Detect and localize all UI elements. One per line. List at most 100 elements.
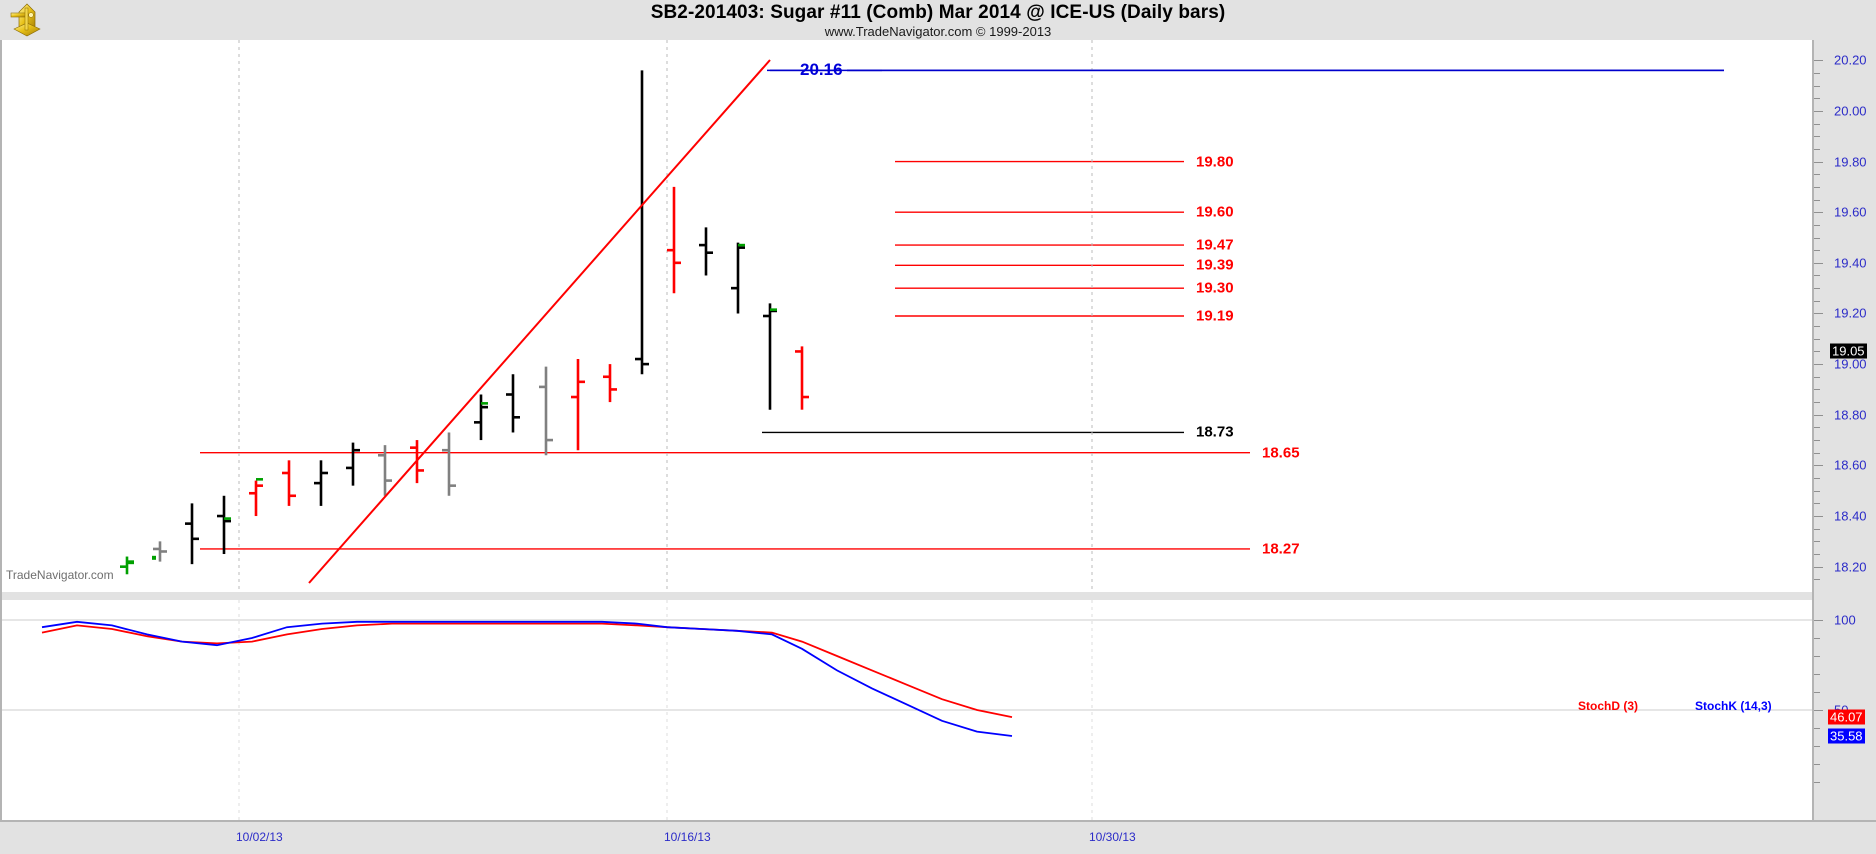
price-axis-minor-tick: [1814, 452, 1820, 454]
price-axis-minor-tick: [1814, 326, 1820, 328]
level-19-80-label: 19.80: [1196, 153, 1234, 171]
ohlc-bar[interactable]: [378, 445, 392, 496]
ohlc-bar[interactable]: [153, 541, 167, 562]
price-axis-minor-tick: [1814, 427, 1820, 429]
price-axis-minor-tick: [1814, 528, 1820, 530]
ohlc-bar[interactable]: [667, 186, 681, 294]
ohlc-bar[interactable]: [506, 374, 520, 433]
indicator-canvas: [2, 600, 1814, 820]
price-axis-label: 19.80: [1834, 154, 1867, 170]
price-axis-minor-tick: [1814, 72, 1820, 74]
price-axis-tick: [1814, 414, 1823, 416]
ohlc-bar[interactable]: [442, 432, 456, 496]
stoch-k-legend: StochK (14,3): [1695, 699, 1772, 713]
ohlc-bar[interactable]: [120, 556, 134, 575]
green-marker-icon: [152, 555, 156, 560]
price-axis-minor-tick: [1814, 554, 1820, 556]
current-price-readout: 19.05: [1830, 343, 1867, 359]
level-18-65-label: 18.65: [1262, 444, 1300, 462]
level-18-73-label: 18.73: [1196, 423, 1234, 441]
level-20-16-label: 20.16: [800, 60, 843, 80]
price-axis-minor-tick: [1814, 541, 1820, 543]
price-axis-tick: [1814, 313, 1823, 315]
price-axis-minor-tick: [1814, 237, 1820, 239]
indicator-axis-minor-tick: [1814, 674, 1820, 675]
date-axis-label: 10/16/13: [664, 830, 711, 844]
ohlc-bar[interactable]: [217, 495, 231, 555]
level-18-27-label: 18.27: [1262, 540, 1300, 558]
ohlc-bar[interactable]: [185, 503, 199, 565]
stochastic-indicator-pane[interactable]: [0, 600, 1814, 820]
price-axis-tick: [1814, 566, 1823, 568]
stoch-d-line: [41, 622, 1013, 718]
ohlc-bar[interactable]: [346, 442, 360, 486]
price-axis-label: 18.80: [1834, 407, 1867, 423]
price-axis-minor-tick: [1814, 579, 1820, 581]
price-axis-minor-tick: [1814, 174, 1820, 176]
axis-separator: [1812, 592, 1876, 600]
price-axis-minor-tick: [1814, 376, 1820, 378]
price-axis-tick: [1814, 161, 1823, 163]
ohlc-bar[interactable]: [763, 303, 777, 410]
stoch-d-readout: 46.07: [1828, 709, 1865, 725]
sextant-logo-icon: [8, 2, 46, 38]
price-axis-minor-tick: [1814, 199, 1820, 201]
price-chart-canvas: [120, 40, 1724, 592]
price-axis-minor-tick: [1814, 389, 1820, 391]
price-axis-label: 19.00: [1834, 356, 1867, 372]
level-19-39-label: 19.39: [1196, 256, 1234, 274]
date-axis-label: 10/02/13: [236, 830, 283, 844]
price-axis-label: 20.00: [1834, 103, 1867, 119]
ohlc-bar[interactable]: [314, 460, 328, 506]
ohlc-bar[interactable]: [539, 366, 553, 456]
ohlc-bar[interactable]: [282, 460, 296, 506]
watermark-text: TradeNavigator.com: [6, 568, 114, 582]
price-axis-tick: [1814, 465, 1823, 467]
price-axis-label: 18.40: [1834, 508, 1867, 524]
ohlc-bar[interactable]: [635, 70, 649, 375]
chart-header: SB2-201403: Sugar #11 (Comb) Mar 2014 @ …: [0, 0, 1876, 40]
date-axis[interactable]: 10/02/13 10/16/13 10/30/13: [0, 820, 1876, 854]
ohlc-bar[interactable]: [571, 359, 585, 451]
ohlc-bar[interactable]: [474, 394, 488, 441]
ohlc-bar[interactable]: [795, 346, 809, 410]
price-axis-label: 19.40: [1834, 255, 1867, 271]
price-axis-label: 19.20: [1834, 305, 1867, 321]
price-axis-label: 18.60: [1834, 457, 1867, 473]
indicator-axis-minor-tick: [1814, 782, 1820, 783]
price-axis-minor-tick: [1814, 300, 1820, 302]
price-axis-minor-tick: [1814, 85, 1820, 87]
price-axis-minor-tick: [1814, 440, 1820, 442]
ohlc-bar[interactable]: [603, 364, 617, 403]
price-axis-tick: [1814, 60, 1823, 62]
price-axis-minor-tick: [1814, 478, 1820, 480]
price-axis-minor-tick: [1814, 288, 1820, 290]
indicator-axis-minor-tick: [1814, 692, 1820, 693]
price-axis-minor-tick: [1814, 123, 1820, 125]
ohlc-bar[interactable]: [249, 480, 263, 517]
indicator-axis-tick: [1814, 710, 1823, 711]
price-axis-tick: [1814, 364, 1823, 366]
price-axis-tick: [1814, 262, 1823, 264]
indicator-axis-label: 100: [1834, 612, 1856, 628]
price-axis-label: 18.20: [1834, 559, 1867, 575]
level-19-47-label: 19.47: [1196, 236, 1234, 254]
rising-trendline[interactable]: [308, 59, 771, 584]
ohlc-bar[interactable]: [731, 242, 745, 314]
chart-subtitle: www.TradeNavigator.com © 1999-2013: [824, 24, 1052, 39]
stoch-k-line: [41, 620, 1013, 737]
price-axis-label: 19.60: [1834, 204, 1867, 220]
price-axis[interactable]: 20.20 20.00 19.80 19.60 19.40 19.20 19.00 18.80…: [1812, 40, 1876, 592]
stoch-k-readout: 35.58: [1828, 728, 1865, 744]
level-19-60-label: 19.60: [1196, 203, 1234, 221]
price-axis-tick: [1814, 212, 1823, 214]
price-axis-minor-tick: [1814, 275, 1820, 277]
price-chart-pane[interactable]: TradeNavigator.com: [0, 40, 1812, 592]
price-axis-minor-tick: [1814, 503, 1820, 505]
date-axis-label: 10/30/13: [1089, 830, 1136, 844]
indicator-axis-minor-tick: [1814, 746, 1820, 747]
level-19-19-label: 19.19: [1196, 307, 1234, 325]
indicator-axis-minor-tick: [1814, 638, 1820, 639]
ohlc-bar[interactable]: [699, 227, 713, 276]
